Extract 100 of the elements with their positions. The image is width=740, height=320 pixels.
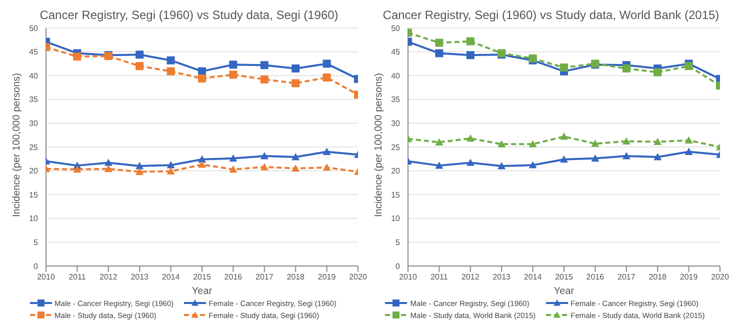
x-tick-label: 2011 — [430, 272, 448, 282]
x-tick-label: 2013 — [492, 272, 512, 282]
y-tick-label: 10 — [29, 214, 39, 224]
point — [654, 152, 662, 160]
x-tick-label: 2012 — [100, 272, 118, 282]
point — [166, 167, 175, 174]
y-tick-label: 5 — [396, 238, 401, 248]
point — [198, 160, 206, 168]
point — [166, 67, 175, 76]
point — [198, 74, 206, 82]
point — [591, 140, 600, 147]
point — [498, 162, 506, 170]
y-axis-title: Incidence (per 100,000 persons) — [12, 73, 23, 217]
y-tick-label: 0 — [396, 262, 401, 271]
point — [622, 152, 630, 160]
point — [684, 62, 693, 70]
y-tick-label: 50 — [29, 24, 39, 33]
point — [260, 61, 268, 70]
x-tick-label: 2012 — [462, 272, 480, 282]
point — [322, 74, 331, 82]
point — [104, 164, 112, 172]
point — [622, 64, 630, 72]
point — [435, 38, 444, 47]
point — [166, 161, 175, 168]
y-tick-label: 50 — [391, 24, 401, 33]
x-tick-label: 2010 — [399, 272, 418, 282]
point — [73, 52, 82, 61]
y-tick-label: 30 — [391, 119, 401, 128]
x-tick-label: 2016 — [224, 272, 243, 282]
point — [435, 138, 444, 146]
y-tick-label: 40 — [391, 71, 401, 80]
point — [622, 137, 630, 144]
point — [654, 138, 662, 145]
point — [466, 37, 474, 46]
x-tick-label: 2017 — [618, 272, 636, 282]
y-tick-label: 35 — [391, 95, 401, 104]
point — [684, 136, 693, 144]
x-axis-title: Year — [554, 286, 575, 297]
point — [260, 75, 268, 84]
point — [73, 165, 82, 173]
point — [654, 68, 662, 76]
point — [322, 60, 331, 68]
x-tick-label: 2020 — [349, 272, 368, 282]
y-tick-label: 25 — [29, 142, 39, 152]
y-tick-label: 15 — [391, 190, 401, 200]
y-tick-label: 20 — [391, 166, 401, 176]
x-tick-label: 2010 — [37, 272, 56, 282]
y-tick-label: 25 — [391, 142, 401, 152]
x-tick-label: 2016 — [586, 272, 605, 282]
point — [166, 56, 175, 64]
point — [229, 154, 238, 162]
chart-title: Cancer Registry, Segi (1960) vs Study data, Segi (1960) — [38, 8, 340, 24]
x-tick-label: 2014 — [524, 272, 542, 282]
x-axis-title: Year — [192, 286, 213, 297]
point — [260, 152, 268, 160]
point — [136, 50, 144, 59]
point — [560, 132, 568, 140]
point — [322, 163, 331, 171]
point — [136, 62, 144, 70]
point — [528, 161, 537, 168]
y-tick-label: 0 — [34, 262, 39, 271]
y-tick-label: 30 — [29, 119, 39, 128]
point — [136, 162, 144, 170]
y-tick-label: 10 — [391, 214, 401, 224]
point — [229, 70, 238, 79]
y-tick-label: 15 — [29, 190, 39, 200]
point — [260, 162, 268, 170]
y-tick-label: 40 — [29, 71, 39, 80]
y-tick-label: 45 — [391, 48, 401, 57]
point — [466, 158, 474, 166]
x-tick-label: 2014 — [162, 272, 180, 282]
x-tick-label: 2017 — [256, 272, 274, 282]
point — [198, 155, 206, 163]
point — [292, 164, 300, 172]
point — [229, 165, 238, 173]
y-tick-label: 45 — [29, 48, 39, 57]
point — [435, 162, 444, 169]
point — [591, 154, 600, 162]
point — [684, 148, 693, 155]
x-tick-label: 2020 — [711, 272, 730, 282]
x-tick-label: 2018 — [648, 272, 668, 282]
point — [136, 168, 144, 175]
y-axis-title: Incidence (per 100,000 persons) — [374, 73, 385, 217]
y-tick-label: 35 — [29, 95, 39, 104]
point — [104, 158, 112, 166]
chart-title: Cancer Registry, Segi (1960) vs Study data, World Bank (2015) — [382, 8, 720, 24]
x-tick-label: 2013 — [130, 272, 150, 282]
x-tick-label: 2011 — [68, 272, 86, 282]
point — [435, 49, 444, 58]
point — [466, 51, 474, 60]
point — [229, 60, 238, 69]
x-tick-label: 2018 — [286, 272, 306, 282]
point — [292, 64, 300, 72]
y-tick-label: 5 — [34, 238, 39, 248]
point — [466, 134, 474, 142]
point — [498, 140, 506, 148]
x-tick-label: 2015 — [193, 272, 212, 282]
x-tick-label: 2019 — [318, 272, 336, 282]
x-tick-label: 2019 — [680, 272, 698, 282]
point — [292, 79, 300, 88]
